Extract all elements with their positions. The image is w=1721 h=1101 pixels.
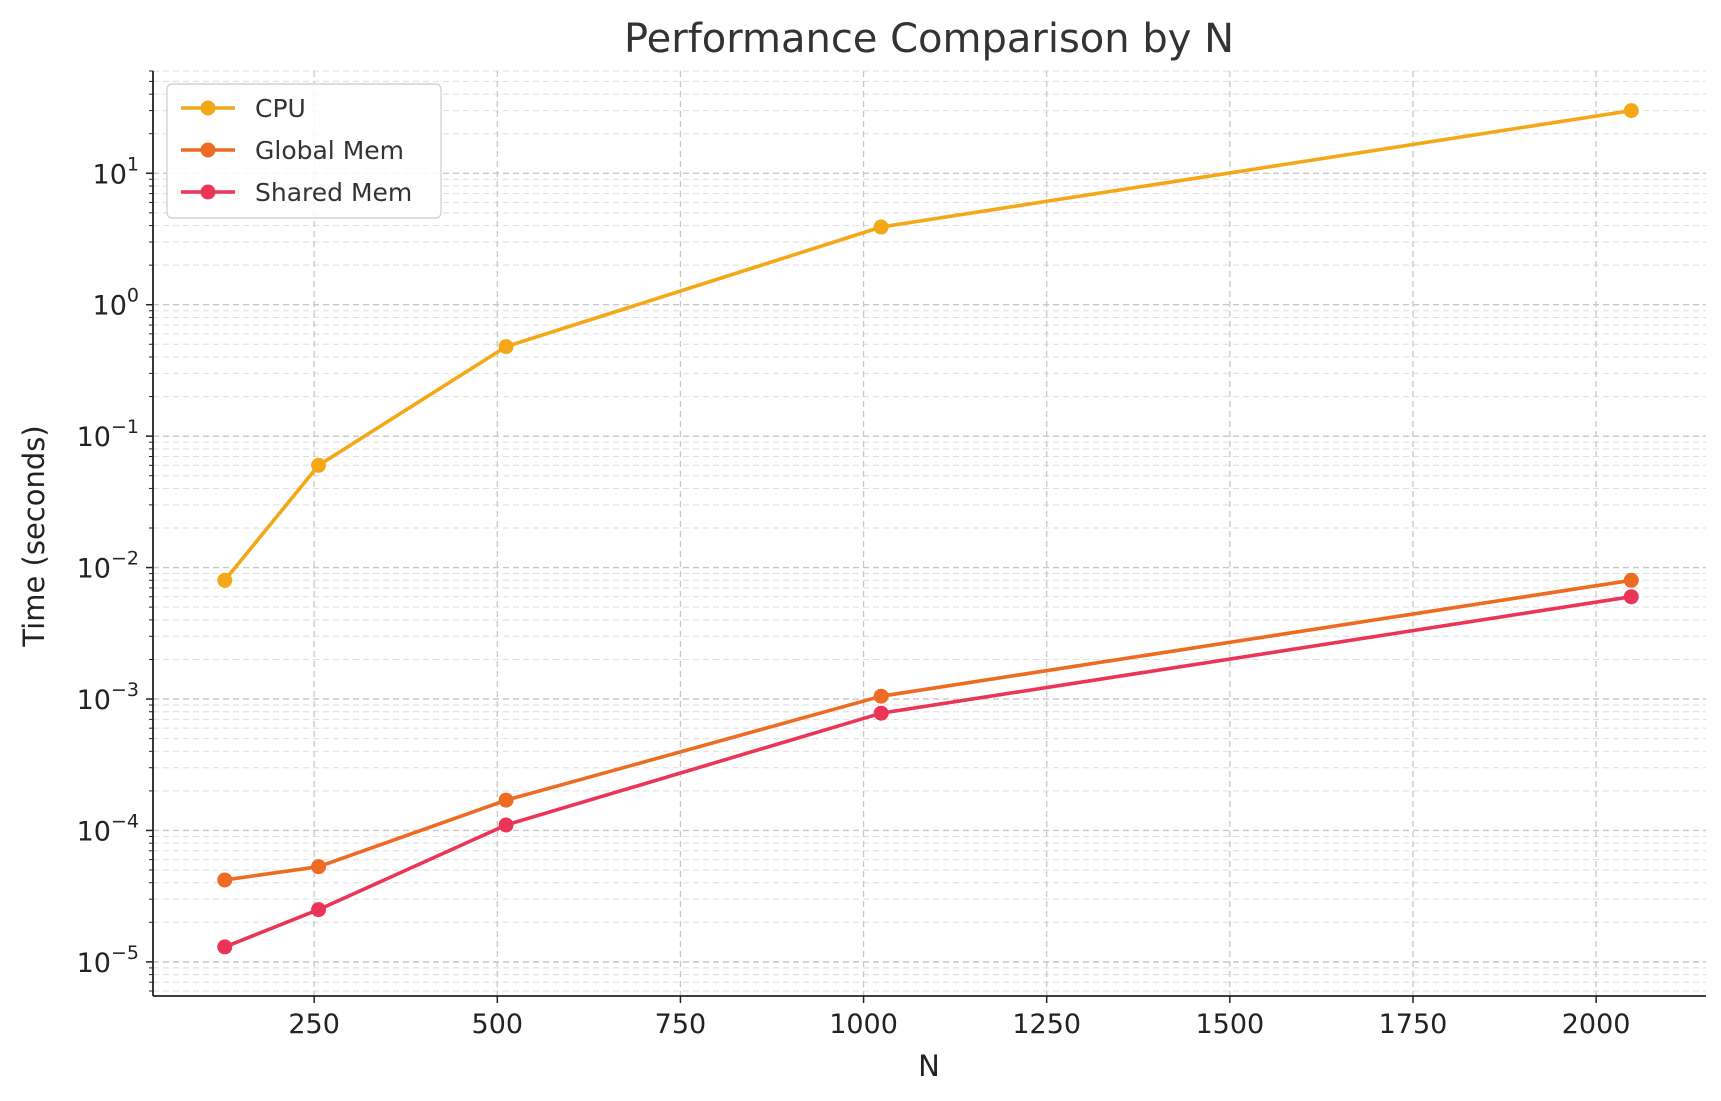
- grid-lines: [153, 70, 1706, 996]
- x-tick-label: 250: [288, 1009, 340, 1040]
- series-line-global-mem: [224, 578, 1632, 882]
- x-tick-label: 500: [472, 1009, 524, 1040]
- data-point-shared-mem: [311, 902, 327, 918]
- y-tick-label: 10−2: [77, 548, 139, 585]
- x-tick-label: 750: [655, 1009, 707, 1040]
- data-point-cpu: [217, 572, 233, 588]
- series-lines: [217, 103, 1639, 955]
- y-tick-label: 10−1: [77, 416, 139, 453]
- x-tick-label: 1500: [1195, 1009, 1264, 1040]
- legend-marker-cpu: [200, 100, 216, 116]
- x-tick-label: 1250: [1012, 1009, 1081, 1040]
- legend: CPU Global Mem Shared Mem: [166, 83, 442, 219]
- data-point-shared-mem: [217, 939, 233, 955]
- data-point-global-mem: [1623, 572, 1639, 588]
- x-tick-label: 1000: [829, 1009, 898, 1040]
- data-point-shared-mem: [873, 705, 889, 721]
- data-point-cpu: [873, 219, 889, 235]
- axes: 250 500 750 1000 1250 1500 1750 2000 10−5 10−4 10−…: [77, 70, 1706, 1040]
- chart-title: Performance Comparison by N: [624, 16, 1234, 62]
- y-tick-label: 10−5: [77, 942, 139, 979]
- data-point-shared-mem: [1623, 589, 1639, 605]
- y-tick-label: 10−4: [77, 810, 139, 847]
- y-tick-label: 10−3: [77, 679, 139, 716]
- y-axis-label: Time (seconds): [17, 425, 51, 647]
- legend-marker-shared-mem: [200, 184, 216, 200]
- data-point-global-mem: [217, 872, 233, 888]
- y-tick-label: 101: [93, 153, 139, 190]
- legend-label-global-mem: Global Mem: [255, 136, 404, 165]
- data-point-global-mem: [498, 792, 514, 808]
- legend-label-shared-mem: Shared Mem: [255, 178, 412, 207]
- data-point-global-mem: [311, 859, 327, 875]
- data-point-cpu: [311, 457, 327, 473]
- data-point-cpu: [498, 339, 514, 355]
- legend-label-cpu: CPU: [255, 94, 306, 123]
- series-line-shared-mem: [224, 594, 1632, 949]
- legend-box: [166, 83, 442, 219]
- x-tick-label: 2000: [1562, 1009, 1631, 1040]
- data-point-shared-mem: [498, 817, 514, 833]
- data-point-cpu: [1623, 103, 1639, 119]
- data-point-global-mem: [873, 688, 889, 704]
- y-tick-label: 100: [93, 285, 139, 322]
- x-axis-label: N: [918, 1049, 940, 1083]
- legend-marker-global-mem: [200, 142, 216, 158]
- x-tick-label: 1750: [1379, 1009, 1448, 1040]
